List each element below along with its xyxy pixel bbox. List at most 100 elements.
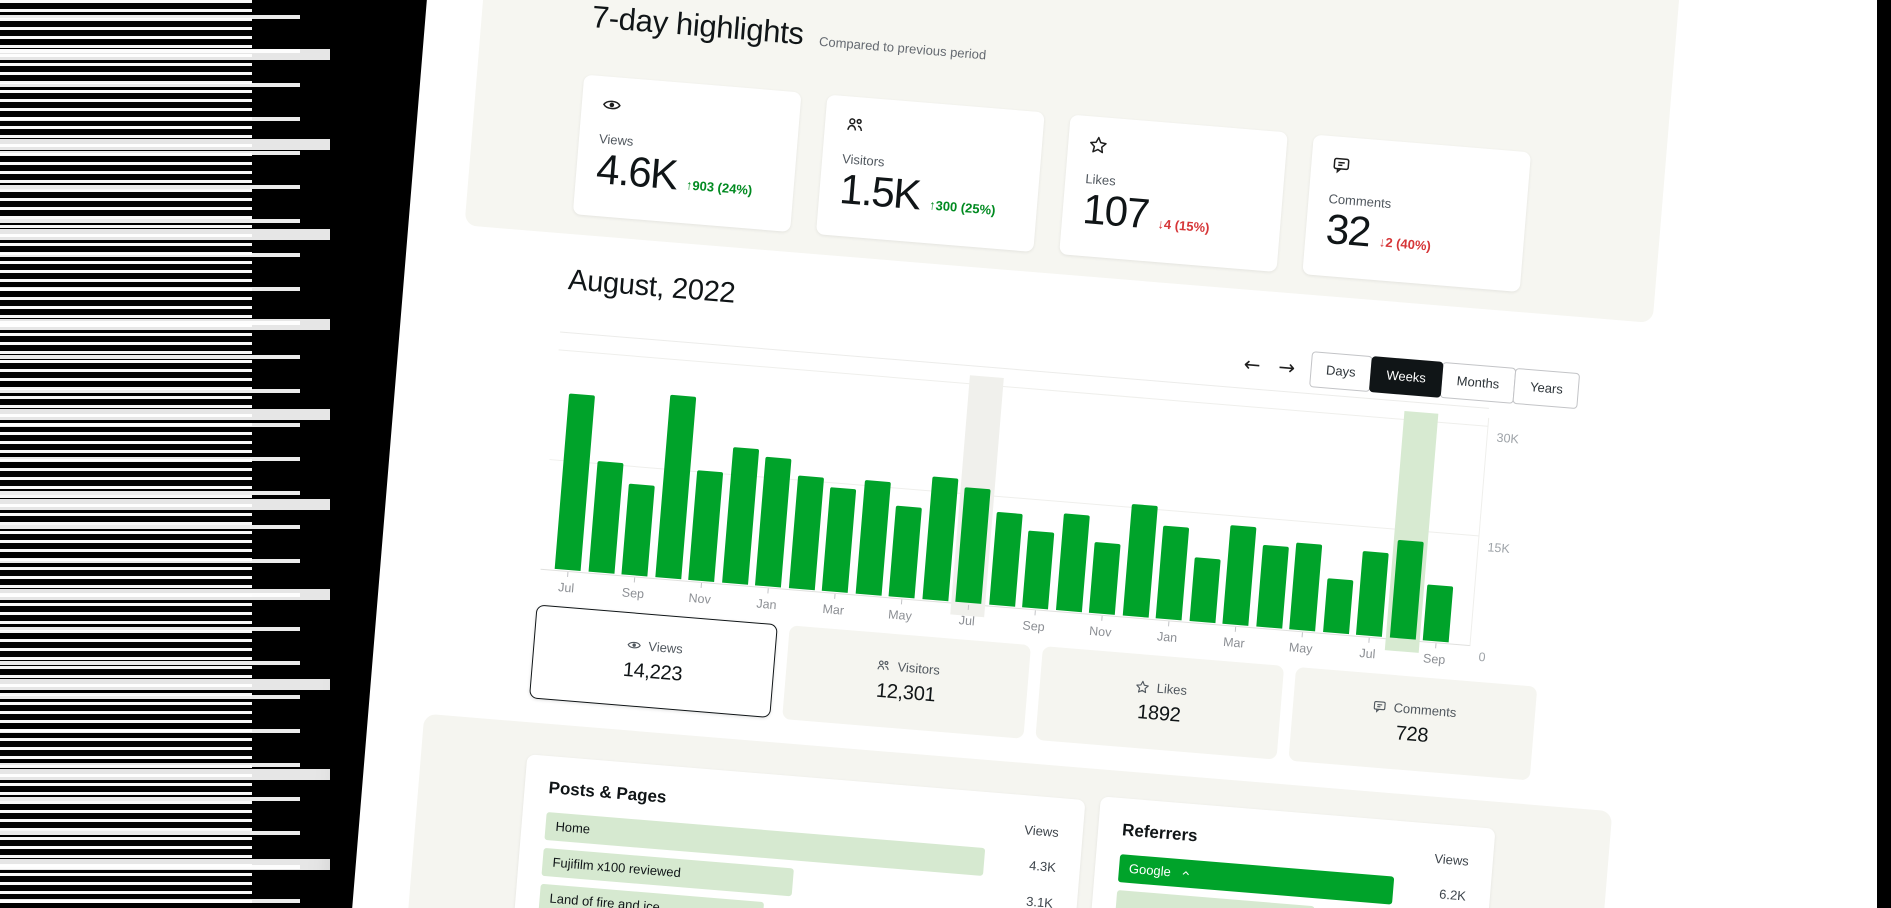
comment-icon [1331,154,1353,176]
x-axis-tick [1435,643,1437,649]
row-label: Land of fire and ice [549,890,661,908]
metric-label: Likes [1156,680,1188,698]
x-axis-tick [767,588,769,594]
metric-tab-visitors[interactable]: Visitors 12,301 [782,625,1032,739]
metric-tab-views[interactable]: Views 14,223 [528,604,778,719]
chart-bar-24[interactable] [1322,578,1353,635]
chart-bar-25[interactable] [1355,551,1389,637]
next-period-arrow-icon[interactable]: → [1275,349,1298,385]
y-tick-30k: 30K [1496,430,1520,447]
referrers-title: Referrers [1121,820,1199,846]
x-axis-tick [834,593,836,599]
tab-years[interactable]: Years [1512,367,1581,410]
highlight-card-visitors: Visitors 1.5K ↑300 (25%) [815,94,1045,252]
x-tick-label: Mar [821,601,845,618]
chart-bar-22[interactable] [1255,544,1289,629]
chart-bar-1[interactable] [554,393,595,571]
y-tick-0: 0 [1477,649,1487,665]
star-icon [1087,134,1109,156]
stats-page: 7-day highlights Compared to previous pe… [292,0,1891,908]
chart-bar-5[interactable] [688,470,724,582]
x-tick-label: Jan [1156,629,1178,646]
x-axis-tick [567,571,569,577]
posts-and-pages-title: Posts & Pages [547,778,668,807]
metric-tab-likes[interactable]: Likes 1892 [1035,646,1285,760]
x-tick-label: Jul [557,580,575,596]
metric-label: Views [647,638,684,657]
chart-controls: ← → Days Weeks Months Years [1240,346,1581,410]
referrer-row-google[interactable]: Google 6.2K [1117,854,1467,908]
eye-icon [626,637,642,653]
x-axis-tick [1101,615,1103,621]
chart-bar-27[interactable] [1422,584,1454,643]
chart-bar-6[interactable] [721,447,759,585]
referrer-rows: Google 6.2K [1114,854,1467,908]
highlight-card-comments: Comments 32 ↓2 (40%) [1302,134,1532,292]
stat-value: 1.5K [837,165,922,219]
chart-bar-18[interactable] [1122,503,1158,618]
highlight-card-views: Views 4.6K ↑903 (24%) [572,74,802,233]
x-axis-tick [1301,632,1303,638]
tab-days[interactable]: Days [1308,351,1373,393]
highlight-card-likes: Likes 107 ↓4 (15%) [1059,114,1288,272]
x-tick-label: May [1288,640,1314,657]
x-tick-label: Sep [1422,651,1446,668]
chevron-up-icon[interactable] [1178,866,1193,881]
row-label: Home [554,818,591,837]
chart-bar-3[interactable] [621,483,655,577]
x-axis-tick [1168,621,1170,627]
stat-value: 107 [1081,185,1151,238]
x-tick-label: Nov [688,590,712,607]
metric-label: Visitors [897,658,941,678]
stat-value: 32 [1324,204,1372,256]
glitch-right-edge-decoration [1877,0,1891,908]
chart-bar-17[interactable] [1088,542,1121,615]
period-title: August, 2022 [567,264,737,310]
previous-period-arrow-icon[interactable]: ← [1240,347,1263,383]
tab-months[interactable]: Months [1439,361,1517,404]
x-axis-tick [633,577,636,583]
chart-bar-21[interactable] [1222,525,1257,626]
chart-bar-23[interactable] [1289,542,1323,632]
comment-icon [1371,698,1387,714]
chart-bar-15[interactable] [1022,530,1055,610]
x-tick-label: Jul [958,613,976,629]
chart-bar-11[interactable] [888,505,922,599]
tab-weeks[interactable]: Weeks [1369,356,1444,398]
chart-bar-2[interactable] [588,460,624,574]
x-axis-tick [700,582,703,588]
row-views-value: 4.3K [1028,857,1057,875]
stat-trend: ↓2 (40%) [1378,234,1432,254]
row-views-value: 3.1K [1025,893,1054,908]
x-tick-label: Jul [1358,646,1376,662]
x-tick-label: Jan [755,596,778,613]
interval-tabs: Days Weeks Months Years [1308,351,1581,410]
chart-bar-10[interactable] [855,479,891,596]
people-icon [875,657,891,673]
row-label: Google [1128,855,1194,888]
x-axis-tick [900,599,903,605]
row-views-value: 6.2K [1438,886,1467,904]
highlight-cards-row: Views 4.6K ↑903 (24%) Visitors 1.5K ↑300… [572,74,1532,292]
stat-trend: ↑903 (24%) [685,177,753,198]
eye-icon [601,94,623,116]
x-tick-label: May [887,607,913,624]
x-axis-tick [1234,626,1237,632]
metric-tab-comments[interactable]: Comments 728 [1288,666,1538,781]
stat-trend: ↓4 (15%) [1156,216,1211,236]
chart-bar-14[interactable] [988,511,1023,607]
metric-value: 728 [1394,721,1430,747]
chart-bar-20[interactable] [1189,557,1221,624]
metric-value: 12,301 [875,679,937,706]
chart-bar-9[interactable] [821,487,857,593]
chart-bar-16[interactable] [1055,513,1090,613]
posts-views-column-header: Views [1023,822,1060,841]
y-tick-15k: 15K [1487,540,1511,557]
chart-bar-8[interactable] [788,475,824,591]
x-tick-label: Sep [1021,618,1046,635]
x-tick-label: Sep [621,585,645,602]
metric-value: 1892 [1136,700,1182,727]
chart-bar-19[interactable] [1155,525,1190,621]
metric-value: 14,223 [622,658,684,686]
